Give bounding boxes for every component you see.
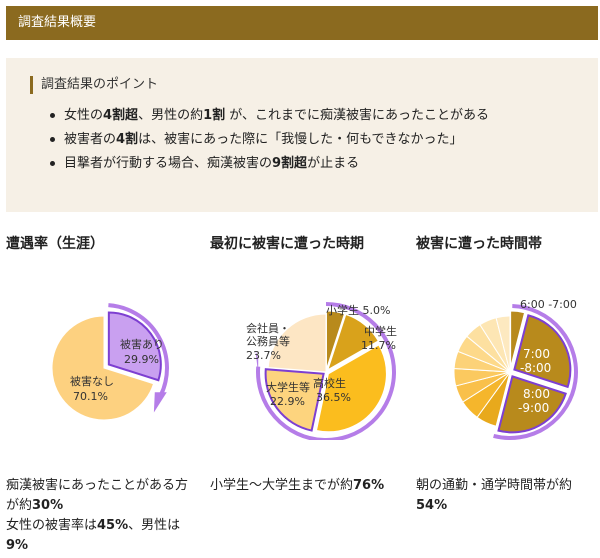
time-of-day-pie-chart: 6:00 -7:00 7:00 -8:00 8:00 -9:00 [453, 298, 578, 440]
pie-slice-3 [497, 375, 567, 434]
slice-value-university: 22.9% [270, 395, 305, 408]
slice-label-elementary: 小学生 5.0% [326, 303, 390, 317]
slice-label-university: 大学生等 [266, 380, 310, 394]
key-points-list: 女性の4割超、男性の約1割 が、これまでに痴漢被害にあったことがある 被害者の4… [50, 104, 489, 176]
pie-slice-1 [107, 311, 162, 382]
pie-slice-5 [267, 313, 327, 373]
slice-label-7-8-b: -8:00 [520, 361, 551, 375]
highlight-arc [256, 302, 396, 440]
slice-label-employee-2: 公務員等 [246, 334, 290, 348]
pie-slice-1 [325, 310, 346, 370]
col3-caption: 朝の通勤・通学時間帯が約 54% [416, 478, 573, 513]
pie-slice-2 [51, 315, 155, 421]
key-points-box: 調査結果のポイント 女性の4割超、男性の約1割 が、これまでに痴漢被害にあったこ… [6, 58, 598, 212]
slice-value-victim: 29.9% [124, 353, 159, 366]
slice-label-6-7: 6:00 -7:00 [520, 298, 577, 311]
slice-value-none: 70.1% [73, 390, 108, 403]
col2-caption: 小学生～大学生までが約76% [210, 478, 385, 493]
slice-label-high-school: 高校生 [313, 376, 346, 390]
key-point-2: 被害者の4割は、被害にあった際に「我慢した・何もできなかった」 [50, 128, 489, 152]
slice-value-junior-high: 11.7% [361, 339, 396, 352]
highlight-arc [108, 303, 169, 397]
key-point-1: 女性の4割超、男性の約1割 が、これまでに痴漢被害にあったことがある [50, 104, 489, 128]
col1-caption: 痴漢被害にあったことがある方 が約30% 女性の被害率は45%、男性は 9% [6, 478, 189, 553]
col1-title: 遭遇率（生涯） [6, 236, 104, 252]
pie-slice-3 [315, 344, 387, 433]
highlight-arc [493, 304, 578, 440]
pie-slice-2 [327, 313, 379, 371]
pie-slice-2 [513, 314, 572, 389]
key-points-title: 調査結果のポイント [30, 76, 158, 94]
section-header: 調査結果概要 [6, 6, 598, 40]
pie-slice-12 [495, 315, 511, 373]
highlight-arrow [153, 392, 167, 413]
slice-label-8-9-b: -9:00 [518, 401, 549, 415]
col2-title: 最初に被害に遭った時期 [210, 236, 364, 252]
slice-label-junior-high: 中学生 [364, 324, 397, 338]
slice-value-high-school: 36.5% [316, 391, 351, 404]
slice-label-employee-1: 会社員・ [246, 321, 290, 335]
slice-label-7-8-a: 7:00 [523, 347, 550, 361]
highlight-arrow [255, 350, 259, 375]
section-title: 調査結果概要 [18, 15, 97, 30]
encounter-rate-pie-chart: 被害あり 29.9% 被害なし 70.1% [51, 303, 169, 421]
first-victim-age-pie-chart: 小学生 5.0% 中学生 11.7% 高校生 36.5% 大学生等 22.9% … [246, 302, 397, 440]
pie-slice-1 [510, 310, 526, 368]
col3-title: 被害に遭った時間帯 [416, 236, 542, 252]
pie-slice-4 [264, 368, 325, 432]
slice-value-employee: 23.7% [246, 349, 281, 362]
slice-label-none: 被害なし [70, 374, 114, 388]
key-point-3: 目撃者が行動する場合、痴漢被害の9割超が止まる [50, 152, 489, 176]
slice-label-victim: 被害あり [120, 337, 164, 351]
slice-label-8-9-a: 8:00 [523, 387, 550, 401]
